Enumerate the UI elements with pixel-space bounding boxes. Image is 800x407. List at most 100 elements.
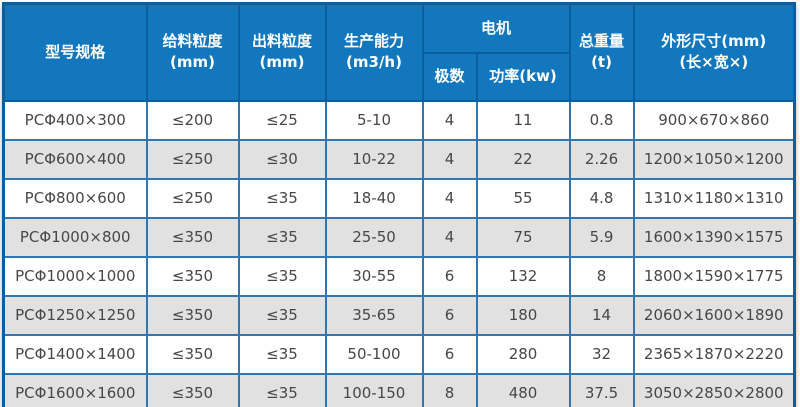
header-row-1: 型号规格 给料粒度 (mm) 出料粒度 (mm) 生产能力 (m3/h)	[2, 2, 796, 102]
col-header-motor-power: 功率(kw)	[475, 51, 571, 102]
table-row: PCΦ400×300 ≤200 ≤25 5-10 4 11 0.8 900×670×860	[2, 99, 796, 141]
col-header-total-weight-label: 总重量	[579, 32, 625, 51]
col-header-feed-size-unit: (mm)	[170, 53, 215, 72]
table-header: 型号规格 给料粒度 (mm) 出料粒度 (mm) 生产能力 (m3/h)	[2, 2, 796, 102]
col-header-dimensions-unit: (长×宽×)	[679, 53, 749, 72]
col-header-dimensions: 外形尺寸(mm) (长×宽×)	[632, 2, 796, 102]
table-cell: 11	[475, 99, 571, 141]
table-cell: ≤35	[237, 216, 327, 258]
col-header-motor-poles: 极数	[421, 51, 478, 102]
table-cell: 2060×1600×1890	[632, 294, 796, 336]
col-header-capacity-label: 生产能力	[343, 32, 404, 51]
table-cell: 132	[475, 255, 571, 297]
table-cell: ≤200	[145, 99, 240, 141]
table-cell: ≤35	[237, 255, 327, 297]
table-cell: 8	[421, 372, 478, 407]
table-cell: ≤250	[145, 138, 240, 180]
table-cell: 5-10	[324, 99, 424, 141]
table-cell: ≤35	[237, 294, 327, 336]
table-cell: 10-22	[324, 138, 424, 180]
col-header-motor-group: 电机	[421, 2, 571, 54]
table-cell: PCΦ600×400	[2, 138, 148, 180]
table-row: PCΦ800×600 ≤250 ≤35 18-40 4 55 4.8 1310×1180×13…	[2, 177, 796, 219]
table-cell: 280	[475, 333, 571, 375]
col-header-total-weight: 总重量 (t)	[568, 2, 635, 102]
col-header-feed-size-label: 给料粒度	[162, 32, 223, 51]
table-row: PCΦ1000×800 ≤350 ≤35 25-50 4 75 5.9 1600×1390×1…	[2, 216, 796, 258]
table-cell: 180	[475, 294, 571, 336]
table-cell: 50-100	[324, 333, 424, 375]
table-cell: 2365×1870×2220	[632, 333, 796, 375]
table-cell: 14	[568, 294, 635, 336]
col-header-feed-size: 给料粒度 (mm)	[145, 2, 240, 102]
table-cell: 4.8	[568, 177, 635, 219]
table-cell: ≤25	[237, 99, 327, 141]
table-cell: 1800×1590×1775	[632, 255, 796, 297]
table-cell: 6	[421, 333, 478, 375]
col-header-model-label: 型号规格	[45, 42, 106, 61]
table-cell: 6	[421, 255, 478, 297]
table-cell: ≤350	[145, 216, 240, 258]
table-row: PCΦ1000×1000 ≤350 ≤35 30-55 6 132 8 1800×1590×1…	[2, 255, 796, 297]
table-cell: 4	[421, 99, 478, 141]
table-cell: 35-65	[324, 294, 424, 336]
table-cell: 8	[568, 255, 635, 297]
col-header-model: 型号规格	[2, 2, 148, 102]
table-cell: 22	[475, 138, 571, 180]
table-cell: 480	[475, 372, 571, 407]
table-cell: 4	[421, 138, 478, 180]
table-cell: 37.5	[568, 372, 635, 407]
table-cell: ≤35	[237, 177, 327, 219]
table-cell: ≤35	[237, 333, 327, 375]
table-cell: PCΦ400×300	[2, 99, 148, 141]
table-cell: 32	[568, 333, 635, 375]
col-header-output-size-unit: (mm)	[259, 53, 305, 72]
col-header-total-weight-unit: (t)	[591, 53, 612, 72]
table-cell: 0.8	[568, 99, 635, 141]
col-header-motor-group-label: 电机	[481, 18, 512, 37]
table-cell: 100-150	[324, 372, 424, 407]
table-cell: 5.9	[568, 216, 635, 258]
table-cell: 25-50	[324, 216, 424, 258]
table-row: PCΦ600×400 ≤250 ≤30 10-22 4 22 2.26 1200×1050×1…	[2, 138, 796, 180]
table-cell: PCΦ800×600	[2, 177, 148, 219]
table-cell: ≤350	[145, 294, 240, 336]
table-cell: 2.26	[568, 138, 635, 180]
header-row-2: 极数 功率(kw)	[4, 51, 795, 102]
table-cell: PCΦ1400×1400	[2, 333, 148, 375]
table-cell: 55	[475, 177, 571, 219]
table-cell: 75	[475, 216, 571, 258]
table-cell: 900×670×860	[632, 99, 796, 141]
col-header-motor-poles-label: 极数	[434, 67, 465, 85]
table-row: PCΦ1250×1250 ≤350 ≤35 35-65 6 180 14 2060×1600×…	[2, 294, 796, 336]
table-cell: ≤350	[145, 333, 240, 375]
table-row: PCΦ1400×1400 ≤350 ≤35 50-100 6 280 32 2365×1870…	[2, 333, 796, 375]
col-header-output-size-label: 出料粒度	[251, 32, 312, 51]
table-cell: ≤30	[237, 138, 327, 180]
table-cell: PCΦ1250×1250	[2, 294, 148, 336]
col-header-capacity-unit: (m3/h)	[346, 53, 402, 72]
table-cell: 3050×2850×2800	[632, 372, 796, 407]
table-cell: 1200×1050×1200	[632, 138, 796, 180]
table-cell: ≤250	[145, 177, 240, 219]
table-cell: ≤350	[145, 372, 240, 407]
table-cell: 18-40	[324, 177, 424, 219]
table-cell: 30-55	[324, 255, 424, 297]
col-header-dimensions-label: 外形尺寸(mm)	[661, 32, 767, 51]
table-body: PCΦ400×300 ≤200 ≤25 5-10 4 11 0.8 900×670×860 PC…	[2, 99, 796, 407]
table-row: PCΦ1600×1600 ≤350 ≤35 100-150 8 480 37.5 3050×2…	[2, 372, 796, 407]
table-cell: ≤35	[237, 372, 327, 407]
table-cell: 4	[421, 177, 478, 219]
col-header-output-size: 出料粒度 (mm)	[237, 2, 327, 102]
table-cell: 6	[421, 294, 478, 336]
table-cell: PCΦ1000×800	[2, 216, 148, 258]
col-header-capacity: 生产能力 (m3/h)	[324, 2, 424, 102]
table-cell: 1310×1180×1310	[632, 177, 796, 219]
table-cell: PCΦ1600×1600	[2, 372, 148, 407]
table-cell: 4	[421, 216, 478, 258]
table-cell: ≤350	[145, 255, 240, 297]
table-cell: 1600×1390×1575	[632, 216, 796, 258]
